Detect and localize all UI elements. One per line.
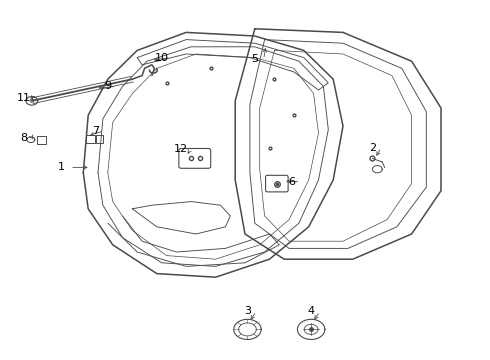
- Bar: [37, 136, 46, 144]
- Bar: [96, 135, 103, 143]
- Text: 8: 8: [20, 133, 27, 143]
- Text: 1: 1: [58, 162, 65, 172]
- Text: 10: 10: [155, 53, 169, 63]
- Text: 7: 7: [92, 126, 99, 136]
- Text: 2: 2: [369, 143, 376, 153]
- Text: 3: 3: [244, 306, 251, 316]
- Bar: [86, 135, 95, 143]
- Text: 6: 6: [288, 177, 295, 187]
- Text: 12: 12: [174, 144, 188, 154]
- Text: 9: 9: [104, 81, 111, 91]
- Text: 4: 4: [308, 306, 315, 316]
- Text: 11: 11: [17, 93, 30, 103]
- Text: 5: 5: [251, 54, 258, 64]
